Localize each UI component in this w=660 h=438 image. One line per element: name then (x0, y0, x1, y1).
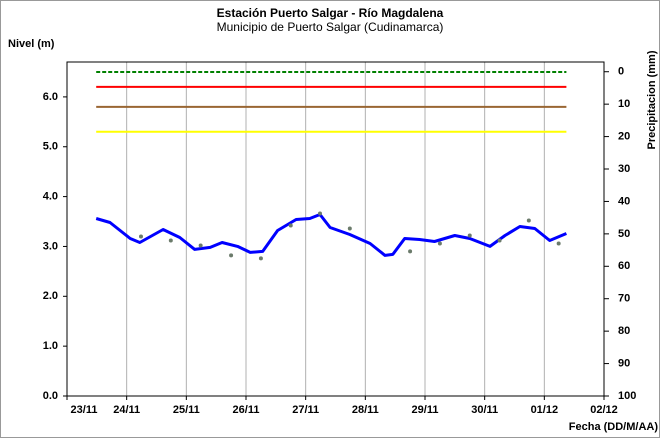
y-axis-label: Nivel (m) (8, 38, 55, 50)
chart-title: Estación Puerto Salgar - Río Magdalena (217, 6, 444, 20)
data-point (317, 211, 322, 216)
data-point (258, 256, 263, 261)
y2-tick-label: 50 (618, 228, 630, 240)
data-point (347, 226, 352, 231)
x-tick-label: 02/12 (590, 404, 618, 416)
y2-tick-label: 80 (618, 325, 630, 337)
data-point (467, 233, 472, 238)
y2-tick-label: 60 (618, 260, 630, 272)
x-axis-label: Fecha (DD/M/AA) (569, 421, 659, 433)
y-tick-label: 1.0 (43, 340, 58, 352)
chart-subtitle: Municipio de Puerto Salgar (Cudinamarca) (217, 20, 444, 34)
x-tick-label: 23/11 (71, 404, 98, 416)
data-point (168, 238, 173, 243)
data-point (288, 223, 293, 228)
x-tick-label: 27/11 (292, 404, 319, 416)
x-tick-label: 24/11 (113, 404, 140, 416)
data-point (497, 238, 502, 243)
x-tick-label: 25/11 (173, 404, 200, 416)
y-tick-label: 0.0 (43, 390, 58, 402)
x-tick-label: 29/11 (412, 404, 439, 416)
y2-tick-label: 20 (618, 130, 630, 142)
y2-tick-label: 40 (618, 195, 630, 207)
y2-tick-label: 0 (618, 66, 624, 78)
data-point (556, 241, 561, 246)
y-tick-label: 3.0 (43, 240, 58, 252)
x-tick-label: 26/11 (233, 404, 260, 416)
y-tick-label: 6.0 (43, 91, 58, 103)
y-tick-label: 2.0 (43, 290, 58, 302)
data-point (437, 241, 442, 246)
data-point (229, 253, 234, 258)
x-tick-label: 01/12 (531, 404, 559, 416)
y2-tick-label: 30 (618, 163, 630, 175)
data-point (198, 243, 203, 248)
y-tick-label: 4.0 (43, 191, 58, 203)
y2-axis-label: Precipitacion (mm) (646, 50, 658, 149)
y2-tick-label: 70 (618, 293, 630, 305)
plot-frame (66, 61, 605, 397)
data-point (138, 234, 143, 239)
y-tick-label: 5.0 (43, 141, 58, 153)
x-tick-label: 28/11 (352, 404, 379, 416)
y2-tick-label: 10 (618, 98, 630, 110)
data-line (95, 213, 567, 257)
x-tick-label: 30/11 (471, 404, 498, 416)
data-point (408, 249, 413, 254)
data-point (526, 218, 531, 223)
y2-tick-label: 90 (618, 357, 630, 369)
y2-tick-label: 100 (618, 390, 636, 402)
